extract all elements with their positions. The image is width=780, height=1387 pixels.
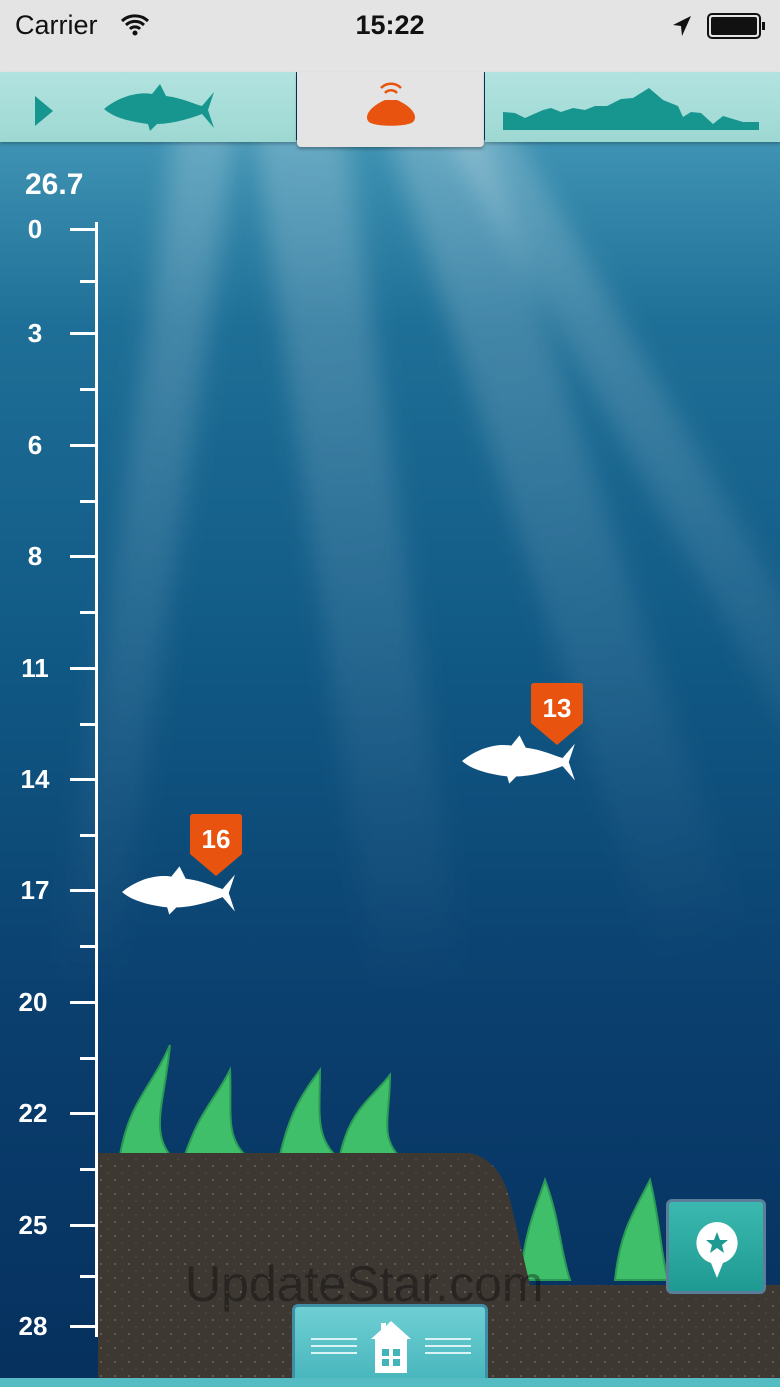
tab-fish-mode[interactable]: [0, 72, 296, 142]
depth-major-tick: [70, 555, 98, 558]
depth-major-tick: [70, 1325, 98, 1328]
depth-label: 14: [20, 764, 50, 794]
depth-minor-tick: [80, 611, 98, 614]
depth-minor-tick: [80, 499, 98, 503]
depth-major-tick: [70, 1112, 98, 1115]
tab-sonar-device[interactable]: [297, 72, 484, 147]
watermark: UpdateStar.com: [185, 1256, 544, 1312]
depth-label: 3: [27, 318, 43, 348]
fish-depth-badge: 13: [531, 683, 583, 745]
home-icon: [311, 1321, 471, 1373]
depth-major-tick: [70, 444, 98, 447]
depth-minor-tick: [80, 1274, 98, 1278]
home-button[interactable]: [292, 1304, 488, 1387]
carrier-label: Carrier: [15, 10, 98, 40]
depth-label: 0: [27, 214, 43, 244]
tab-bottom-contour[interactable]: [485, 72, 780, 142]
seabed: [98, 1153, 780, 1387]
sonar-view: [0, 140, 780, 1387]
fish-marker[interactable]: [120, 866, 238, 916]
contour-icon: [503, 88, 759, 130]
mode-tabs: [0, 72, 780, 147]
depth-minor-tick: [80, 1056, 98, 1060]
depth-major-tick: [70, 1224, 98, 1227]
depth-minor-tick: [80, 722, 98, 726]
depth-label: 8: [27, 541, 43, 571]
depth-label: 22: [18, 1098, 48, 1128]
depth-label: 17: [20, 875, 50, 905]
fish-marker[interactable]: [460, 735, 578, 785]
depth-major-tick: [70, 1001, 98, 1004]
depth-label: 11: [21, 653, 49, 683]
depth-major-tick: [70, 667, 98, 670]
battery-icon: [707, 13, 765, 39]
depth-label: 20: [18, 987, 48, 1017]
fish-icon: [104, 84, 214, 131]
clock: 15:22: [355, 10, 425, 40]
seaweed: [118, 1044, 670, 1281]
depth-major-tick: [70, 332, 98, 335]
depth-label: 6: [27, 430, 43, 460]
sonar-bobber-icon: [366, 82, 416, 126]
fish-depth-badge: 16: [190, 814, 242, 876]
depth-minor-tick: [80, 280, 98, 283]
depth-major-tick: [70, 778, 98, 781]
depth-label: 25: [18, 1210, 48, 1240]
location-arrow-icon: [673, 16, 691, 36]
depth-minor-tick: [80, 1168, 98, 1171]
depth-minor-tick: [80, 833, 98, 837]
play-triangle-icon: [35, 96, 53, 126]
depth-minor-tick: [80, 388, 98, 391]
wifi-icon: [120, 14, 150, 36]
bottom-bar: [0, 1378, 780, 1387]
status-bar: Carrier 15:22: [0, 0, 780, 72]
depth-label: 28: [18, 1311, 48, 1341]
current-depth: 26.7: [25, 168, 84, 201]
depth-major-tick: [70, 228, 98, 231]
depth-minor-tick: [80, 945, 98, 948]
mark-location-button[interactable]: [666, 1199, 766, 1294]
depth-major-tick: [70, 889, 98, 892]
mark-location-icon: [696, 1222, 738, 1278]
